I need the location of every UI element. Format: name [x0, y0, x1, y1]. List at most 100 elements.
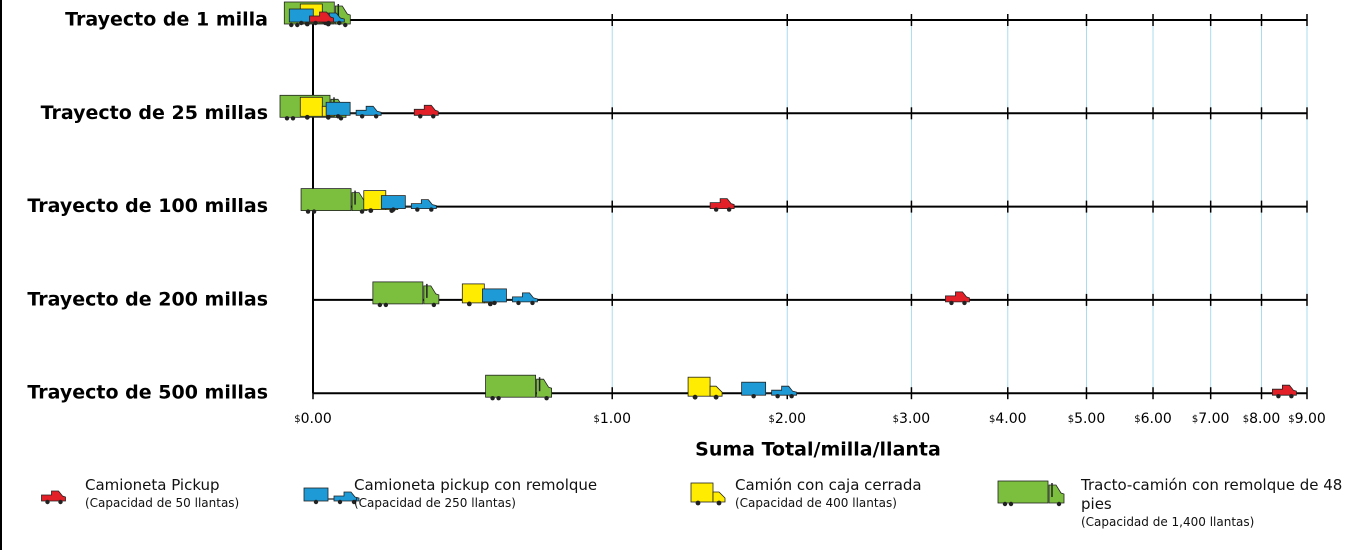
x-tick-label-part: 9.00: [1295, 411, 1326, 427]
icon-wheel: [325, 114, 331, 120]
icon-body: [333, 491, 360, 502]
icon-wheel: [415, 207, 420, 212]
vehicle-mark: [309, 11, 334, 26]
legend-label: Camión con caja cerrada: [735, 476, 922, 494]
legend-label: Tracto-camión con remolque de 48 pies: [1081, 476, 1343, 513]
x-tick-label-part: $: [1192, 414, 1198, 425]
icon-trailer: [303, 487, 329, 502]
icon-wheel: [313, 20, 318, 26]
x-tick-label-part: 6.00: [1141, 411, 1172, 427]
icon-wheel: [290, 116, 296, 121]
icon-wheel: [1002, 501, 1008, 507]
icon-wheel: [530, 300, 535, 306]
icon-body: [355, 105, 382, 116]
icon-wheel: [313, 499, 319, 505]
icon-wheel: [487, 301, 493, 307]
x-tick-label: $9.00: [1288, 411, 1326, 427]
icon-wheel: [775, 394, 780, 399]
icon-wheel: [516, 300, 521, 306]
vehicle-mark: [482, 288, 538, 306]
legend-entry: Camioneta Pickup (Capacidad de 50 llantas…: [85, 476, 285, 511]
icon-box: [687, 376, 711, 397]
icon-trailer: [997, 480, 1049, 504]
vehicle-mark: [325, 101, 382, 119]
x-tick-label-part: $: [989, 414, 995, 425]
vehicle-mark: [709, 198, 735, 212]
vehicle-mark: [945, 291, 970, 306]
icon-box: [299, 96, 323, 117]
vehicle-mark: [372, 281, 440, 308]
icon-box: [690, 482, 714, 503]
x-tick-label: $4.00: [989, 411, 1027, 427]
icon-wheel: [713, 394, 719, 400]
icon-wheel: [466, 301, 472, 307]
x-tick-label: $5.00: [1068, 411, 1106, 427]
row-label: Trayecto de 25 millas: [41, 102, 268, 124]
icon-wheel: [1289, 394, 1294, 399]
row-label: Trayecto de 100 millas: [27, 195, 268, 217]
icon-body: [413, 104, 439, 116]
x-tick-label: $0.00: [294, 411, 332, 427]
icon-wheel: [326, 20, 331, 26]
icon-wheel: [351, 499, 357, 505]
icon-wheel: [377, 302, 383, 308]
icon-wheel: [751, 394, 756, 399]
icon-box: [461, 283, 485, 304]
x-tick-label-part: $: [593, 414, 599, 425]
x-tick-label-part: 1.00: [600, 411, 631, 427]
icon-wheel: [359, 114, 365, 119]
x-tick-label-part: $: [294, 414, 300, 425]
legend-entry: Camioneta pickup con remolque (Capacidad …: [354, 476, 684, 511]
icon-wheel: [337, 499, 343, 505]
vehicle-mark: [300, 188, 368, 214]
x-tick-label-part: 4.00: [995, 411, 1026, 427]
row-label: Trayecto de 1 milla: [65, 9, 268, 31]
x-tick-label-part: $: [893, 414, 899, 425]
vehicle-mark: [687, 376, 723, 400]
icon-wheel: [496, 396, 501, 401]
icon-wheel: [368, 208, 374, 213]
icon-wheel: [45, 499, 50, 505]
icon-body: [945, 291, 970, 303]
x-tick-label: $7.00: [1192, 411, 1230, 427]
icon-wheel: [383, 302, 389, 308]
icon-wheel: [949, 300, 954, 306]
icon-wheel: [713, 207, 719, 212]
icon-trailer: [372, 281, 424, 305]
legend-capacity: (Capacidad de 400 llantas): [735, 496, 897, 510]
x-tick-label-part: $: [1243, 414, 1249, 425]
legend-label: Camioneta pickup con remolque: [354, 476, 598, 494]
icon-wheel: [335, 114, 341, 119]
icon-wheel: [544, 396, 549, 401]
icon-trailer: [482, 288, 507, 303]
icon-wheel: [418, 114, 423, 119]
icon-wheel: [431, 114, 436, 119]
legend-icon: [997, 480, 1065, 507]
icon-body: [1272, 384, 1297, 396]
legend-capacity: (Capacidad de 1,400 llantas): [1081, 515, 1255, 529]
icon-wheel: [391, 207, 396, 212]
x-tick-label: $3.00: [893, 411, 931, 427]
icon-wheel: [289, 22, 294, 28]
x-tick-label-part: $: [1068, 414, 1074, 425]
x-axis-title: Suma Total/milla/llanta: [695, 439, 941, 461]
icon-wheel: [299, 20, 304, 26]
legend-icon: [303, 487, 360, 505]
x-tick-label-part: 7.00: [1198, 411, 1229, 427]
x-tick-label: $1.00: [593, 411, 631, 427]
icon-trailer: [741, 381, 767, 396]
x-tick-label-part: 8.00: [1249, 411, 1280, 427]
icon-trailer: [300, 188, 352, 212]
icon-wheel: [359, 209, 365, 214]
legend-icon: [690, 482, 726, 506]
vehicle-mark: [380, 195, 437, 212]
icon-wheel: [1056, 501, 1062, 507]
icon-wheel: [429, 207, 434, 212]
x-tick-label: $8.00: [1243, 411, 1281, 427]
icon-cab: [712, 491, 726, 503]
icon-wheel: [305, 209, 311, 214]
vehicle-mark: [413, 104, 439, 119]
icon-wheel: [695, 500, 701, 506]
icon-wheel: [431, 302, 437, 308]
legend-icon: [41, 490, 66, 505]
